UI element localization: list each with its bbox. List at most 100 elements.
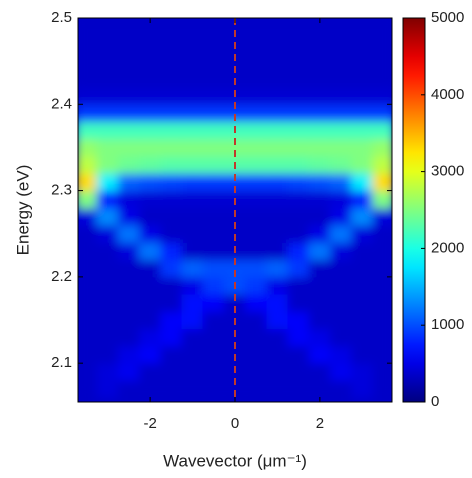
heat-cell — [266, 172, 289, 192]
heat-cell — [96, 18, 119, 36]
heat-cell — [202, 69, 225, 88]
heat-cell — [351, 18, 374, 36]
heat-cell — [202, 293, 225, 312]
heat-cell — [308, 172, 331, 192]
heat-cell — [181, 52, 204, 71]
heat-cell — [287, 310, 310, 330]
heat-cell — [351, 345, 374, 364]
heat-cell — [372, 207, 392, 226]
heat-cell — [181, 69, 204, 88]
heat-cell — [181, 310, 204, 330]
heat-cell — [266, 138, 289, 157]
y-tick-label: 2.5 — [51, 9, 72, 26]
heat-cell — [351, 138, 374, 157]
heat-cell — [266, 379, 289, 399]
heat-cell — [181, 379, 204, 399]
heat-cell — [223, 52, 247, 71]
heat-cell — [245, 224, 268, 243]
heat-cell — [308, 190, 331, 209]
heat-cell — [287, 328, 310, 347]
heat-cell — [78, 69, 98, 88]
colorbar-tick-label: 5000 — [431, 9, 464, 26]
heat-cell — [223, 224, 247, 243]
y-tick-label: 2.3 — [51, 182, 72, 199]
heat-cell — [202, 241, 225, 261]
heat-cell — [372, 172, 392, 192]
heat-cell — [245, 86, 268, 105]
heat-cell — [245, 69, 268, 88]
heat-cell — [372, 34, 392, 54]
heat-cell — [329, 52, 353, 71]
heat-cell — [117, 121, 141, 140]
heat-cell — [202, 276, 225, 295]
heat-cell — [117, 345, 141, 364]
heat-cell — [245, 293, 268, 312]
heat-cell — [308, 69, 331, 88]
heat-cell — [96, 190, 119, 209]
heat-cell — [245, 379, 268, 399]
heat-cell — [96, 103, 119, 123]
heat-cell — [223, 328, 247, 347]
heat-cell — [78, 328, 98, 347]
heat-cell — [181, 103, 204, 123]
heat-cell — [202, 18, 225, 36]
heat-cell — [160, 190, 183, 209]
colorbar-tick-label: 0 — [431, 393, 439, 410]
heat-cell — [308, 310, 331, 330]
heat-cell — [202, 190, 225, 209]
heat-cell — [96, 259, 119, 278]
heat-cell — [245, 328, 268, 347]
heat-cell — [117, 138, 141, 157]
heat-cell — [202, 310, 225, 330]
heat-cell — [351, 103, 374, 123]
heat-cell — [372, 121, 392, 140]
heat-cell — [329, 379, 353, 399]
heat-cell — [266, 328, 289, 347]
heat-cell — [372, 259, 392, 278]
heat-cell — [160, 18, 183, 36]
heat-cell — [96, 52, 119, 71]
heat-cell — [160, 138, 183, 157]
heat-cell — [160, 276, 183, 295]
heat-cell — [287, 138, 310, 157]
heat-cell — [245, 172, 268, 192]
colorbar — [402, 17, 426, 403]
heat-cell — [329, 138, 353, 157]
heat-cell — [372, 345, 392, 364]
heat-cell — [139, 310, 162, 330]
heat-cell — [96, 328, 119, 347]
heat-cell — [287, 241, 310, 261]
heat-cell — [266, 293, 289, 312]
heat-cell — [372, 310, 392, 330]
heat-cell — [181, 293, 204, 312]
heat-cell — [160, 379, 183, 399]
heat-cell — [117, 190, 141, 209]
heat-cell — [329, 207, 353, 226]
heat-cell — [202, 121, 225, 140]
heat-cell — [372, 18, 392, 36]
heat-cell — [266, 52, 289, 71]
heat-cell — [181, 276, 204, 295]
heat-cell — [202, 259, 225, 278]
heat-cell — [329, 172, 353, 192]
heat-cell — [139, 69, 162, 88]
heat-cell — [372, 52, 392, 71]
heat-cell — [160, 207, 183, 226]
heatmap-cells — [78, 18, 392, 399]
heat-cell — [181, 18, 204, 36]
heat-cell — [266, 362, 289, 381]
heat-cell — [202, 328, 225, 347]
heat-cell — [160, 155, 183, 174]
heat-cell — [78, 345, 98, 364]
heat-cell — [329, 259, 353, 278]
heat-cell — [287, 155, 310, 174]
heat-cell — [181, 138, 204, 157]
heat-cell — [78, 172, 98, 192]
heat-cell — [78, 241, 98, 261]
heat-cell — [117, 293, 141, 312]
heat-cell — [96, 224, 119, 243]
heat-cell — [308, 259, 331, 278]
heat-cell — [287, 224, 310, 243]
heat-cell — [181, 362, 204, 381]
heat-cell — [329, 276, 353, 295]
